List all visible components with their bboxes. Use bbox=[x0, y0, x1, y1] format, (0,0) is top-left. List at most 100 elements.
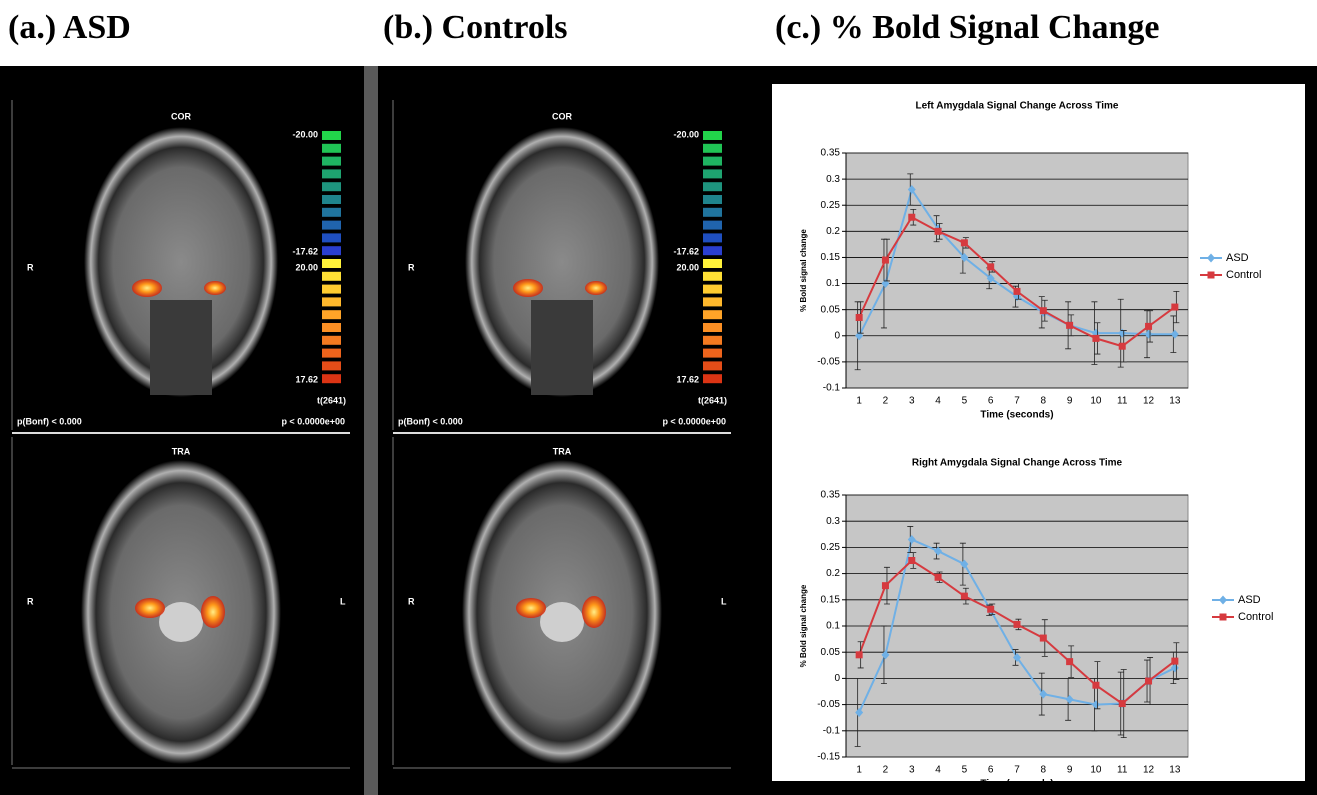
color-scale bbox=[322, 233, 341, 242]
color-scale bbox=[703, 131, 722, 140]
color-scale bbox=[703, 246, 722, 255]
x-tick-label: 12 bbox=[1143, 396, 1155, 407]
y-tick-label: 0.2 bbox=[826, 568, 840, 579]
legend-label: ASD bbox=[1238, 594, 1261, 606]
x-tick-label: 5 bbox=[962, 396, 968, 407]
y-tick-label: -0.15 bbox=[817, 752, 840, 763]
legend-label: ASD bbox=[1226, 252, 1249, 264]
x-tick-label: 11 bbox=[1117, 396, 1128, 407]
data-point bbox=[908, 214, 915, 221]
brain-label: L bbox=[721, 596, 727, 606]
y-tick-label: 0.35 bbox=[821, 148, 841, 159]
y-tick-label: 0 bbox=[834, 330, 840, 341]
color-scale bbox=[703, 323, 722, 332]
data-point bbox=[1040, 307, 1047, 314]
x-tick-label: 7 bbox=[1014, 396, 1020, 407]
color-scale bbox=[703, 361, 722, 370]
color-scale bbox=[322, 361, 341, 370]
color-scale bbox=[703, 349, 722, 358]
brain-label: 17.62 bbox=[676, 374, 699, 384]
color-scale bbox=[703, 157, 722, 166]
color-scale bbox=[703, 195, 722, 204]
brain-label: p(Bonf) < 0.000 bbox=[398, 416, 463, 426]
x-axis-label: Time (seconds) bbox=[980, 410, 1053, 421]
brain-label: 20.00 bbox=[676, 262, 699, 272]
y-axis-label: % Bold signal change bbox=[799, 229, 808, 312]
x-tick-label: 2 bbox=[883, 765, 889, 776]
brain-label: R bbox=[408, 596, 415, 606]
y-tick-label: 0.25 bbox=[821, 200, 841, 211]
data-point bbox=[1092, 335, 1099, 342]
y-tick-label: -0.1 bbox=[823, 383, 841, 394]
data-point bbox=[1092, 682, 1099, 689]
x-tick-label: 10 bbox=[1090, 396, 1102, 407]
color-scale bbox=[322, 285, 341, 294]
chart-title: Left Amygdala Signal Change Across Time bbox=[915, 101, 1118, 112]
brain-label: R bbox=[27, 262, 34, 272]
data-point bbox=[1119, 343, 1126, 350]
brain-label: -20.00 bbox=[292, 129, 318, 139]
color-scale bbox=[703, 208, 722, 217]
x-tick-label: 6 bbox=[988, 396, 994, 407]
activation bbox=[585, 281, 607, 295]
data-point bbox=[987, 263, 994, 270]
color-scale bbox=[322, 195, 341, 204]
brain-label: p(Bonf) < 0.000 bbox=[17, 416, 82, 426]
x-tick-label: 2 bbox=[883, 396, 889, 407]
color-scale bbox=[322, 323, 341, 332]
data-point bbox=[935, 228, 942, 235]
data-point bbox=[1066, 658, 1073, 665]
color-scale bbox=[322, 336, 341, 345]
brain-label: L bbox=[340, 596, 346, 606]
y-tick-label: 0.25 bbox=[821, 542, 841, 553]
chart-title: Right Amygdala Signal Change Across Time bbox=[912, 458, 1123, 469]
color-scale bbox=[322, 374, 341, 383]
x-tick-label: 6 bbox=[988, 765, 994, 776]
data-point bbox=[1014, 288, 1021, 295]
color-scale bbox=[703, 272, 722, 281]
color-scale bbox=[703, 285, 722, 294]
color-scale bbox=[322, 349, 341, 358]
data-point bbox=[1119, 700, 1126, 707]
data-point bbox=[882, 582, 889, 589]
y-tick-label: -0.05 bbox=[817, 699, 840, 710]
y-tick-label: -0.05 bbox=[817, 357, 840, 368]
y-tick-label: 0.05 bbox=[821, 647, 841, 658]
x-tick-label: 4 bbox=[935, 396, 941, 407]
data-point bbox=[987, 606, 994, 613]
y-axis-label: % Bold signal change bbox=[799, 584, 808, 667]
data-point bbox=[882, 257, 889, 264]
data-point bbox=[961, 239, 968, 246]
activation bbox=[513, 279, 543, 297]
x-tick-label: 7 bbox=[1014, 765, 1020, 776]
color-scale bbox=[703, 374, 722, 383]
x-tick-label: 11 bbox=[1117, 765, 1128, 776]
x-axis-label: Time (seconds) bbox=[980, 779, 1053, 790]
x-tick-label: 9 bbox=[1067, 765, 1073, 776]
x-tick-label: 13 bbox=[1169, 396, 1181, 407]
x-tick-label: 13 bbox=[1169, 765, 1181, 776]
brain-label: t(2641) bbox=[698, 395, 727, 405]
brain-label: R bbox=[27, 596, 34, 606]
legend-label: Control bbox=[1238, 611, 1273, 623]
y-tick-label: 0.3 bbox=[826, 516, 840, 527]
activation bbox=[201, 596, 225, 628]
color-scale bbox=[322, 221, 341, 230]
x-tick-label: 3 bbox=[909, 396, 915, 407]
color-scale bbox=[322, 131, 341, 140]
x-tick-label: 8 bbox=[1041, 765, 1047, 776]
panel-title: (b.) Controls bbox=[383, 9, 568, 46]
y-tick-label: 0.15 bbox=[821, 252, 841, 263]
data-point bbox=[1220, 614, 1227, 621]
activation bbox=[204, 281, 226, 295]
x-tick-label: 10 bbox=[1090, 765, 1102, 776]
brain-label: p < 0.0000e+00 bbox=[662, 416, 726, 426]
divider bbox=[364, 66, 378, 795]
y-tick-label: 0.1 bbox=[826, 621, 840, 632]
brain-label: -17.62 bbox=[673, 246, 699, 256]
color-scale bbox=[322, 208, 341, 217]
color-scale bbox=[322, 297, 341, 306]
brain-image bbox=[531, 300, 593, 395]
data-point bbox=[1066, 322, 1073, 329]
color-scale bbox=[703, 259, 722, 268]
